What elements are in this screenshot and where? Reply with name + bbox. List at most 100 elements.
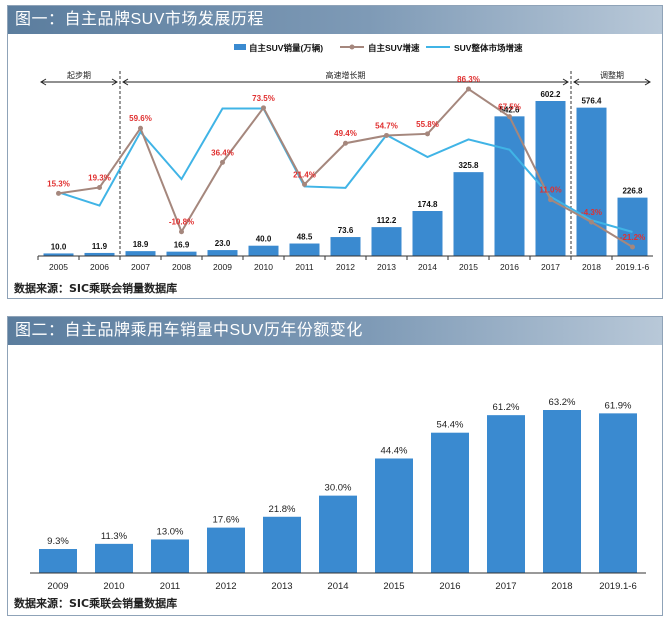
legend-bar-swatch <box>234 44 246 50</box>
sales-label: 174.8 <box>417 200 438 209</box>
own-growth-label: 11.0% <box>539 186 561 195</box>
share-bar <box>375 458 413 573</box>
sales-label: 48.5 <box>297 233 313 242</box>
own-growth-label: 59.6% <box>129 114 152 123</box>
x-tick-label: 2010 <box>254 262 273 272</box>
own-growth-label: -21.2% <box>620 233 645 242</box>
sales-bar <box>289 243 320 256</box>
share-label: 21.8% <box>269 504 296 515</box>
sales-bar <box>412 211 443 256</box>
x-tick-label: 2014 <box>327 581 348 591</box>
sales-label: 325.8 <box>458 161 479 170</box>
chart1-phases: 起步期 高速增长期 调整期 <box>40 70 651 86</box>
sales-label: 10.0 <box>51 242 67 251</box>
x-tick-label: 2015 <box>459 262 478 272</box>
sales-label: 16.9 <box>174 241 190 250</box>
own-growth-label: 67.5% <box>498 103 521 112</box>
share-label: 61.9% <box>605 400 632 411</box>
own-growth-label: 86.3% <box>457 75 480 84</box>
x-tick-label: 2010 <box>103 581 124 591</box>
chart2-bars: 9.3% 11.3% 13.0% 17.6% 21.8% 30.0% 44.4% 54.4% 6… <box>39 397 637 573</box>
x-tick-label: 2013 <box>271 581 292 591</box>
share-bar <box>599 413 637 573</box>
own-growth-label: -10.8% <box>169 218 194 227</box>
figure1-source: 数据来源：SIC乘联会销量数据库 <box>14 282 178 295</box>
own-growth-label: 73.5% <box>252 94 275 103</box>
own-growth-marker <box>630 244 635 250</box>
own-growth-marker <box>425 131 430 137</box>
x-tick-label: 2011 <box>295 262 314 272</box>
share-bar <box>319 495 357 573</box>
share-bar <box>431 432 469 573</box>
own-growth-marker <box>589 219 594 225</box>
own-growth-label: 54.7% <box>375 121 398 130</box>
sales-label: 23.0 <box>215 239 231 248</box>
sales-bar <box>330 237 361 256</box>
sales-bar <box>166 251 197 256</box>
sales-label: 11.9 <box>92 242 108 251</box>
sales-label: 73.6 <box>338 226 354 235</box>
x-tick-label: 2017 <box>541 262 560 272</box>
x-tick-label: 2016 <box>500 262 519 272</box>
x-tick-label: 2015 <box>383 581 404 591</box>
own-growth-marker <box>384 132 389 138</box>
own-growth-marker <box>261 105 266 111</box>
x-tick-label: 2012 <box>215 581 236 591</box>
share-label: 9.3% <box>47 536 69 547</box>
share-bar <box>207 527 245 573</box>
own-growth-marker <box>220 159 225 165</box>
legend-line1-label: 自主SUV增速 <box>368 43 420 53</box>
phase-label: 调整期 <box>600 70 624 80</box>
own-growth-marker <box>548 197 553 203</box>
phase-arrow-right <box>644 78 651 86</box>
x-tick-label: 2019.1-6 <box>599 581 637 591</box>
sales-label: 602.2 <box>540 90 561 99</box>
figure1-panel: 图一：自主品牌SUV市场发展历程 自主SUV销量(万辆) 自主SUV增速 SUV整体… <box>7 5 663 299</box>
sales-bar <box>453 172 484 256</box>
share-bar <box>487 415 525 573</box>
sales-bar <box>125 251 156 256</box>
market-growth-line <box>58 107 633 233</box>
phase-arrow-left <box>122 78 129 86</box>
x-tick-label: 2008 <box>172 262 191 272</box>
sales-label: 18.9 <box>133 240 149 249</box>
x-tick-label: 2018 <box>551 581 572 591</box>
sales-bar <box>576 107 607 256</box>
phase-arrow-right <box>111 78 118 86</box>
own-growth-marker <box>56 190 61 196</box>
sales-bar <box>494 116 525 256</box>
sales-bar <box>84 252 115 256</box>
x-tick-label: 2014 <box>418 262 437 272</box>
own-growth-marker <box>302 181 307 187</box>
share-label: 63.2% <box>549 397 576 408</box>
own-growth-label: 49.4% <box>334 129 357 138</box>
x-tick-label: 2007 <box>131 262 150 272</box>
chart1-own-line: 15.3% 19.3% 59.6% -10.8% 36.4% 73.5% 21.4% 49.4… <box>47 75 645 250</box>
own-growth-label: 55.8% <box>416 120 439 129</box>
legend-line1-marker <box>349 44 355 50</box>
x-tick-label: 2013 <box>377 262 396 272</box>
own-growth-marker <box>466 86 471 92</box>
own-growth-label: 15.3% <box>47 179 70 188</box>
chart1-market-line <box>58 107 633 233</box>
share-label: 44.4% <box>381 445 408 456</box>
chart1-x-axis: 2005 2006 2007 2008 2009 2010 2011 2012 2013 2014… <box>37 255 653 272</box>
x-tick-label: 2009 <box>47 581 68 591</box>
own-growth-marker <box>179 229 184 235</box>
x-tick-label: 2011 <box>160 581 180 591</box>
legend-bar-label: 自主SUV销量(万辆) <box>249 43 323 53</box>
share-bar <box>39 549 77 573</box>
share-bar <box>151 539 189 573</box>
x-tick-label: 2017 <box>495 581 516 591</box>
share-label: 30.0% <box>325 483 352 494</box>
figure2-source: 数据来源：SIC乘联会销量数据库 <box>14 597 178 610</box>
x-tick-label: 2006 <box>90 262 109 272</box>
own-growth-label: 36.4% <box>211 148 234 157</box>
phase-arrow-left <box>573 78 580 86</box>
phase-label: 起步期 <box>67 71 91 80</box>
sales-bar <box>371 227 402 256</box>
sales-label: 542.6 <box>499 105 520 114</box>
x-tick-label: 2019.1-6 <box>616 262 650 272</box>
x-tick-label: 2016 <box>439 581 460 591</box>
suv-share-chart: 9.3% 11.3% 13.0% 17.6% 21.8% 30.0% 44.4% 54.4% 6… <box>30 397 646 591</box>
